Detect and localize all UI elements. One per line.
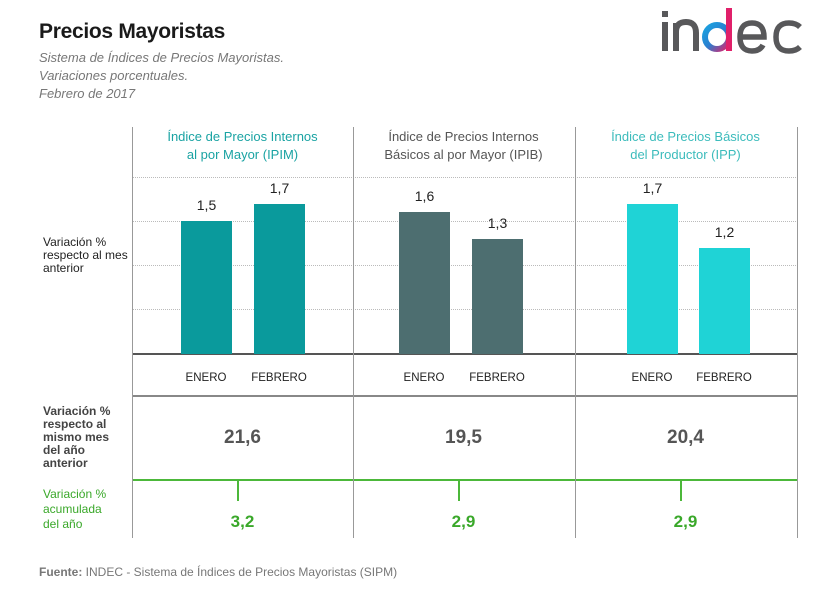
ytd-value: 2,9 [451, 512, 476, 531]
month-label: ENERO [403, 372, 445, 384]
yoy-value: 21,6 [224, 427, 261, 448]
row-label-monthly: Variación % respecto al mes anterior [43, 235, 128, 275]
green-divider [132, 479, 798, 481]
bar [254, 203, 305, 354]
ytd-tick [237, 481, 239, 501]
bar-value-label: 1,3 [487, 214, 508, 231]
panel-title: Índice de Precios Básicos del Productor … [611, 129, 760, 162]
bar [699, 247, 750, 354]
bar-value-label: 1,7 [642, 179, 663, 196]
month-label: FEBRERO [251, 372, 307, 384]
bar-value-label: 1,6 [414, 188, 435, 205]
month-label: ENERO [185, 372, 227, 384]
gridline [132, 265, 798, 266]
gridline [132, 221, 798, 222]
subtitle: Sistema de Índices de Precios Mayoristas… [39, 50, 284, 65]
column-divider [132, 127, 133, 538]
bar-value-label: 1,2 [714, 223, 735, 240]
page-title: Precios Mayoristas [39, 20, 226, 43]
panel-title: Índice de Precios Internos al por Mayor … [167, 129, 318, 162]
bar-value-label: 1,5 [196, 197, 217, 214]
month-label: FEBRERO [469, 372, 525, 384]
source-label: Fuente: [39, 565, 83, 579]
bar [627, 203, 678, 354]
column-divider [353, 127, 354, 538]
ytd-tick [680, 481, 682, 501]
yoy-value: 20,4 [667, 427, 704, 448]
ytd-value: 2,9 [673, 512, 698, 531]
row-label-yoy: Variación % respecto al mismo mes del añ… [43, 404, 111, 470]
row-divider [132, 395, 798, 397]
ytd-value: 3,2 [230, 512, 255, 531]
column-divider [575, 127, 576, 538]
row-label-ytd: Variación % acumulada del año [43, 487, 107, 531]
indec-logo [660, 6, 810, 68]
bar [399, 212, 450, 354]
ytd-tick [458, 481, 460, 501]
gridline [132, 177, 798, 178]
month-label: ENERO [631, 372, 673, 384]
gridline [132, 309, 798, 310]
month-label: FEBRERO [696, 372, 752, 384]
bar-value-label: 1,7 [269, 179, 290, 196]
bar [472, 238, 523, 354]
subtitle: Febrero de 2017 [39, 86, 136, 101]
subtitle: Variaciones porcentuales. [39, 68, 189, 83]
baseline [132, 353, 798, 355]
source-note: Fuente: INDEC - Sistema de Índices de Pr… [39, 565, 397, 579]
source-text: INDEC - Sistema de Índices de Precios Ma… [82, 565, 398, 579]
yoy-value: 19,5 [445, 427, 482, 448]
column-divider [797, 127, 798, 538]
panel-title: Índice de Precios Internos Básicos al po… [384, 129, 543, 162]
bar [181, 221, 232, 354]
